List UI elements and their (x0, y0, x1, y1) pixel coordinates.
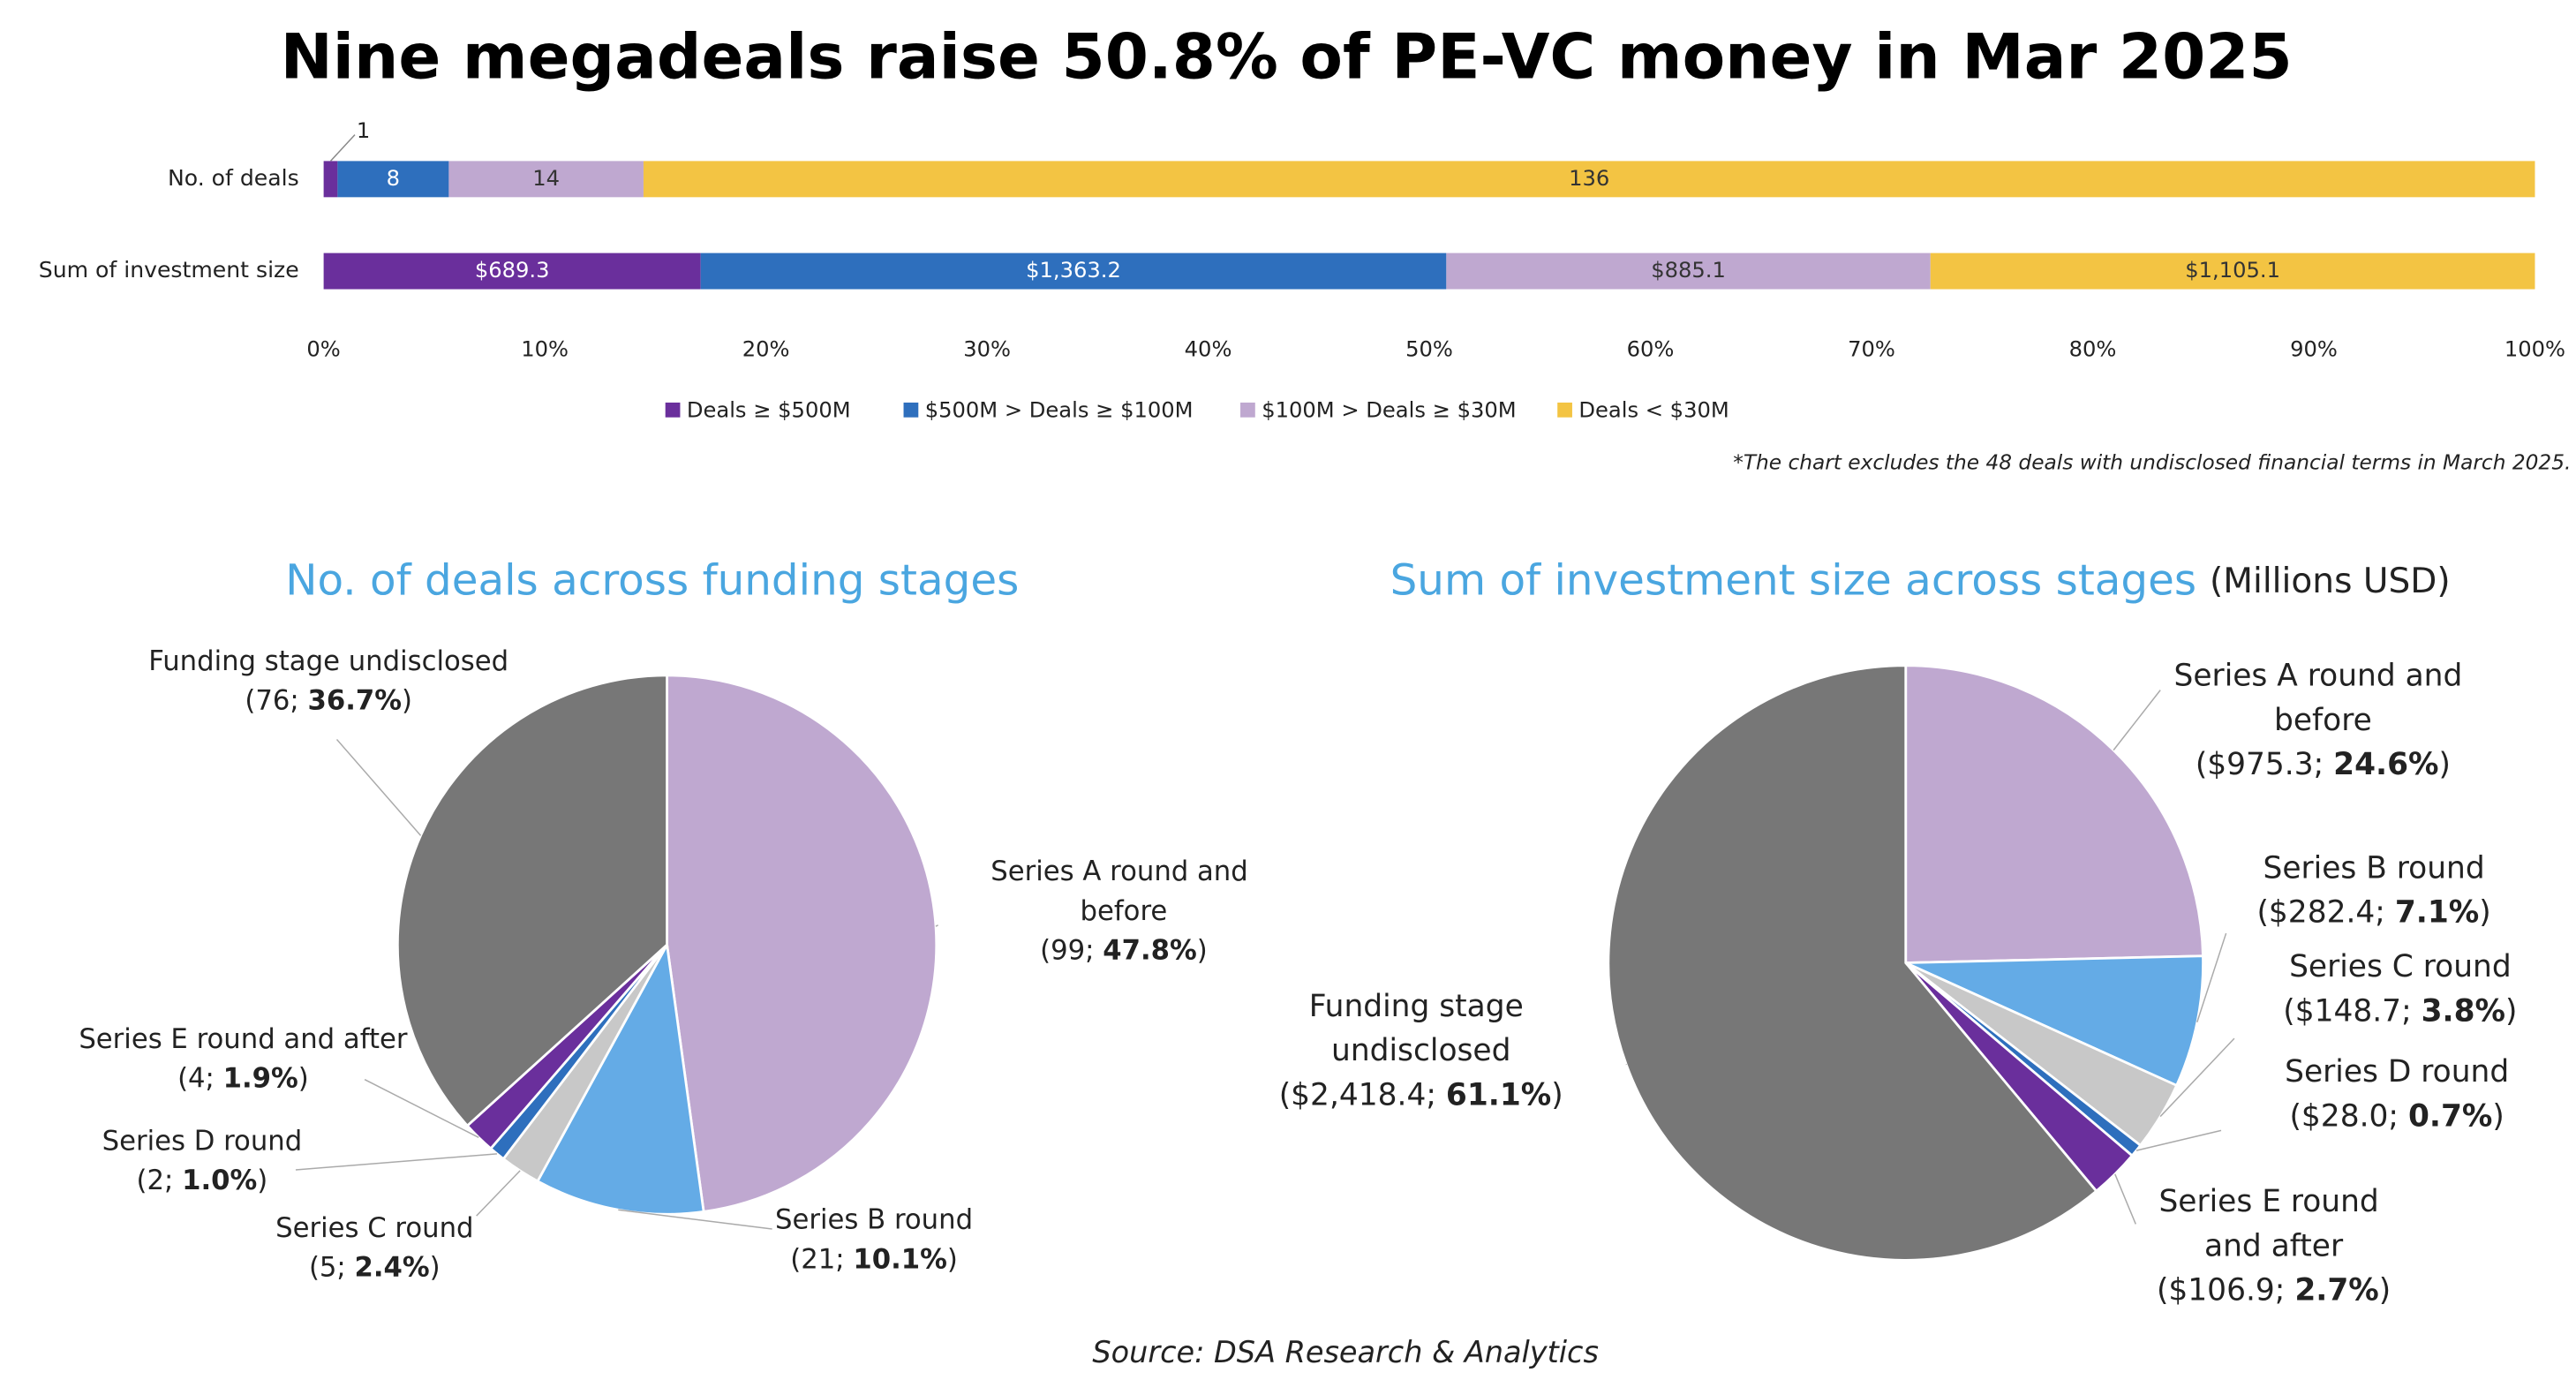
x-tick-label: 10% (521, 336, 569, 361)
bar-segment (337, 161, 449, 198)
x-tick-label: 20% (742, 336, 790, 361)
slice-label: Series A round and before (990, 856, 1256, 927)
bar-segment (700, 253, 1447, 290)
slice-value-label: ($148.7; 3.8%) (2283, 993, 2517, 1029)
leader-line (335, 738, 422, 836)
legend-swatch (903, 402, 919, 418)
bar-segment (323, 253, 701, 290)
slice-label: Series D round (102, 1126, 303, 1157)
footnote: *The chart excludes the 48 deals with un… (1733, 450, 2571, 474)
slice-label: Funding stage undisclosed (1309, 988, 1533, 1067)
slice-label: Series B round (775, 1204, 973, 1235)
leader-line (618, 1209, 772, 1230)
data-label: $1,363.2 (1026, 258, 1121, 283)
leader-line (476, 1170, 521, 1217)
pie-slice (1904, 664, 2204, 964)
pie-title: Sum of investment size across stages (1390, 556, 2197, 606)
slice-value-label: ($282.4; 7.1%) (2256, 894, 2490, 930)
legend-swatch (1557, 402, 1572, 418)
leader-line (935, 924, 938, 927)
y-tick-label: No. of deals (168, 165, 299, 191)
data-label: $689.3 (475, 258, 550, 283)
leader-line (2196, 932, 2227, 1022)
x-tick-label: 70% (1848, 336, 1895, 361)
slice-label: Series E round and after (79, 1024, 408, 1055)
slice-label: Funding stage undisclosed (148, 645, 508, 676)
bar-segment (1930, 253, 2535, 290)
leader-line (2135, 1129, 2222, 1151)
slice-value-label: (2; 1.0%) (137, 1165, 268, 1196)
data-label: 1 (357, 118, 370, 143)
x-tick-label: 40% (1185, 336, 1232, 361)
x-tick-label: 80% (2069, 336, 2117, 361)
bar-segment (323, 161, 338, 198)
x-tick-label: 100% (2504, 336, 2565, 361)
pie-slice (666, 674, 938, 1214)
slice-label: Series E round and after (2158, 1184, 2388, 1263)
legend-label: Deals < $30M (1578, 397, 1729, 422)
leader-line (2159, 1037, 2235, 1118)
data-label: $1,105.1 (2185, 258, 2280, 283)
pie-subtitle: (Millions USD) (2210, 562, 2451, 601)
slice-value-label: (4; 1.9%) (177, 1063, 309, 1094)
data-label: 136 (1569, 166, 1609, 191)
pie-slice (536, 940, 705, 1216)
leader-line (329, 134, 356, 162)
legend-label: $100M > Deals ≥ $30M (1262, 397, 1516, 422)
slice-value-label: (5; 2.4%) (309, 1252, 441, 1283)
legend-swatch (665, 402, 681, 418)
legend-label: Deals ≥ $500M (687, 397, 851, 422)
pie-title: No. of deals across funding stages (285, 556, 1019, 606)
bar-segment (1446, 253, 1931, 290)
slice-label: Series D round (2285, 1054, 2509, 1090)
slice-label: Series B round (2263, 850, 2485, 886)
slice-label: Series C round (275, 1213, 473, 1244)
legend-label: $500M > Deals ≥ $100M (925, 397, 1194, 422)
slice-value-label: (21; 10.1%) (790, 1244, 958, 1275)
source: Source: DSA Research & Analytics (1092, 1335, 1599, 1369)
bar-segment (448, 161, 644, 198)
slice-value-label: (76; 36.7%) (245, 685, 412, 716)
pie-slice (396, 674, 668, 1127)
slice-value-label: ($28.0; 0.7%) (2289, 1098, 2504, 1134)
leader-line (2114, 1173, 2136, 1225)
y-tick-label: Sum of investment size (39, 257, 299, 283)
x-tick-label: 60% (1627, 336, 1675, 361)
slice-value-label: ($106.9; 2.7%) (2157, 1272, 2391, 1308)
data-label: $885.1 (1651, 258, 1726, 283)
main-title: Nine megadeals raise 50.8% of PE-VC mone… (281, 19, 2293, 93)
leader-line (2113, 690, 2161, 751)
slice-label: Series C round (2289, 949, 2512, 984)
x-tick-label: 50% (1405, 336, 1453, 361)
slice-value-label: (99; 47.8%) (1040, 935, 1208, 966)
x-tick-label: 0% (306, 336, 340, 361)
x-tick-label: 90% (2290, 336, 2338, 361)
slice-label: Series A round and before (2174, 658, 2473, 737)
leader-line (364, 1079, 479, 1138)
slice-value-label: ($975.3; 24.6%) (2196, 747, 2451, 782)
data-label: 8 (387, 166, 400, 191)
leader-line (295, 1153, 498, 1171)
bar-segment (643, 161, 2535, 198)
legend-swatch (1240, 402, 1255, 418)
slice-value-label: ($2,418.4; 61.1%) (1279, 1077, 1563, 1112)
data-label: 14 (532, 166, 560, 191)
x-tick-label: 30% (963, 336, 1011, 361)
